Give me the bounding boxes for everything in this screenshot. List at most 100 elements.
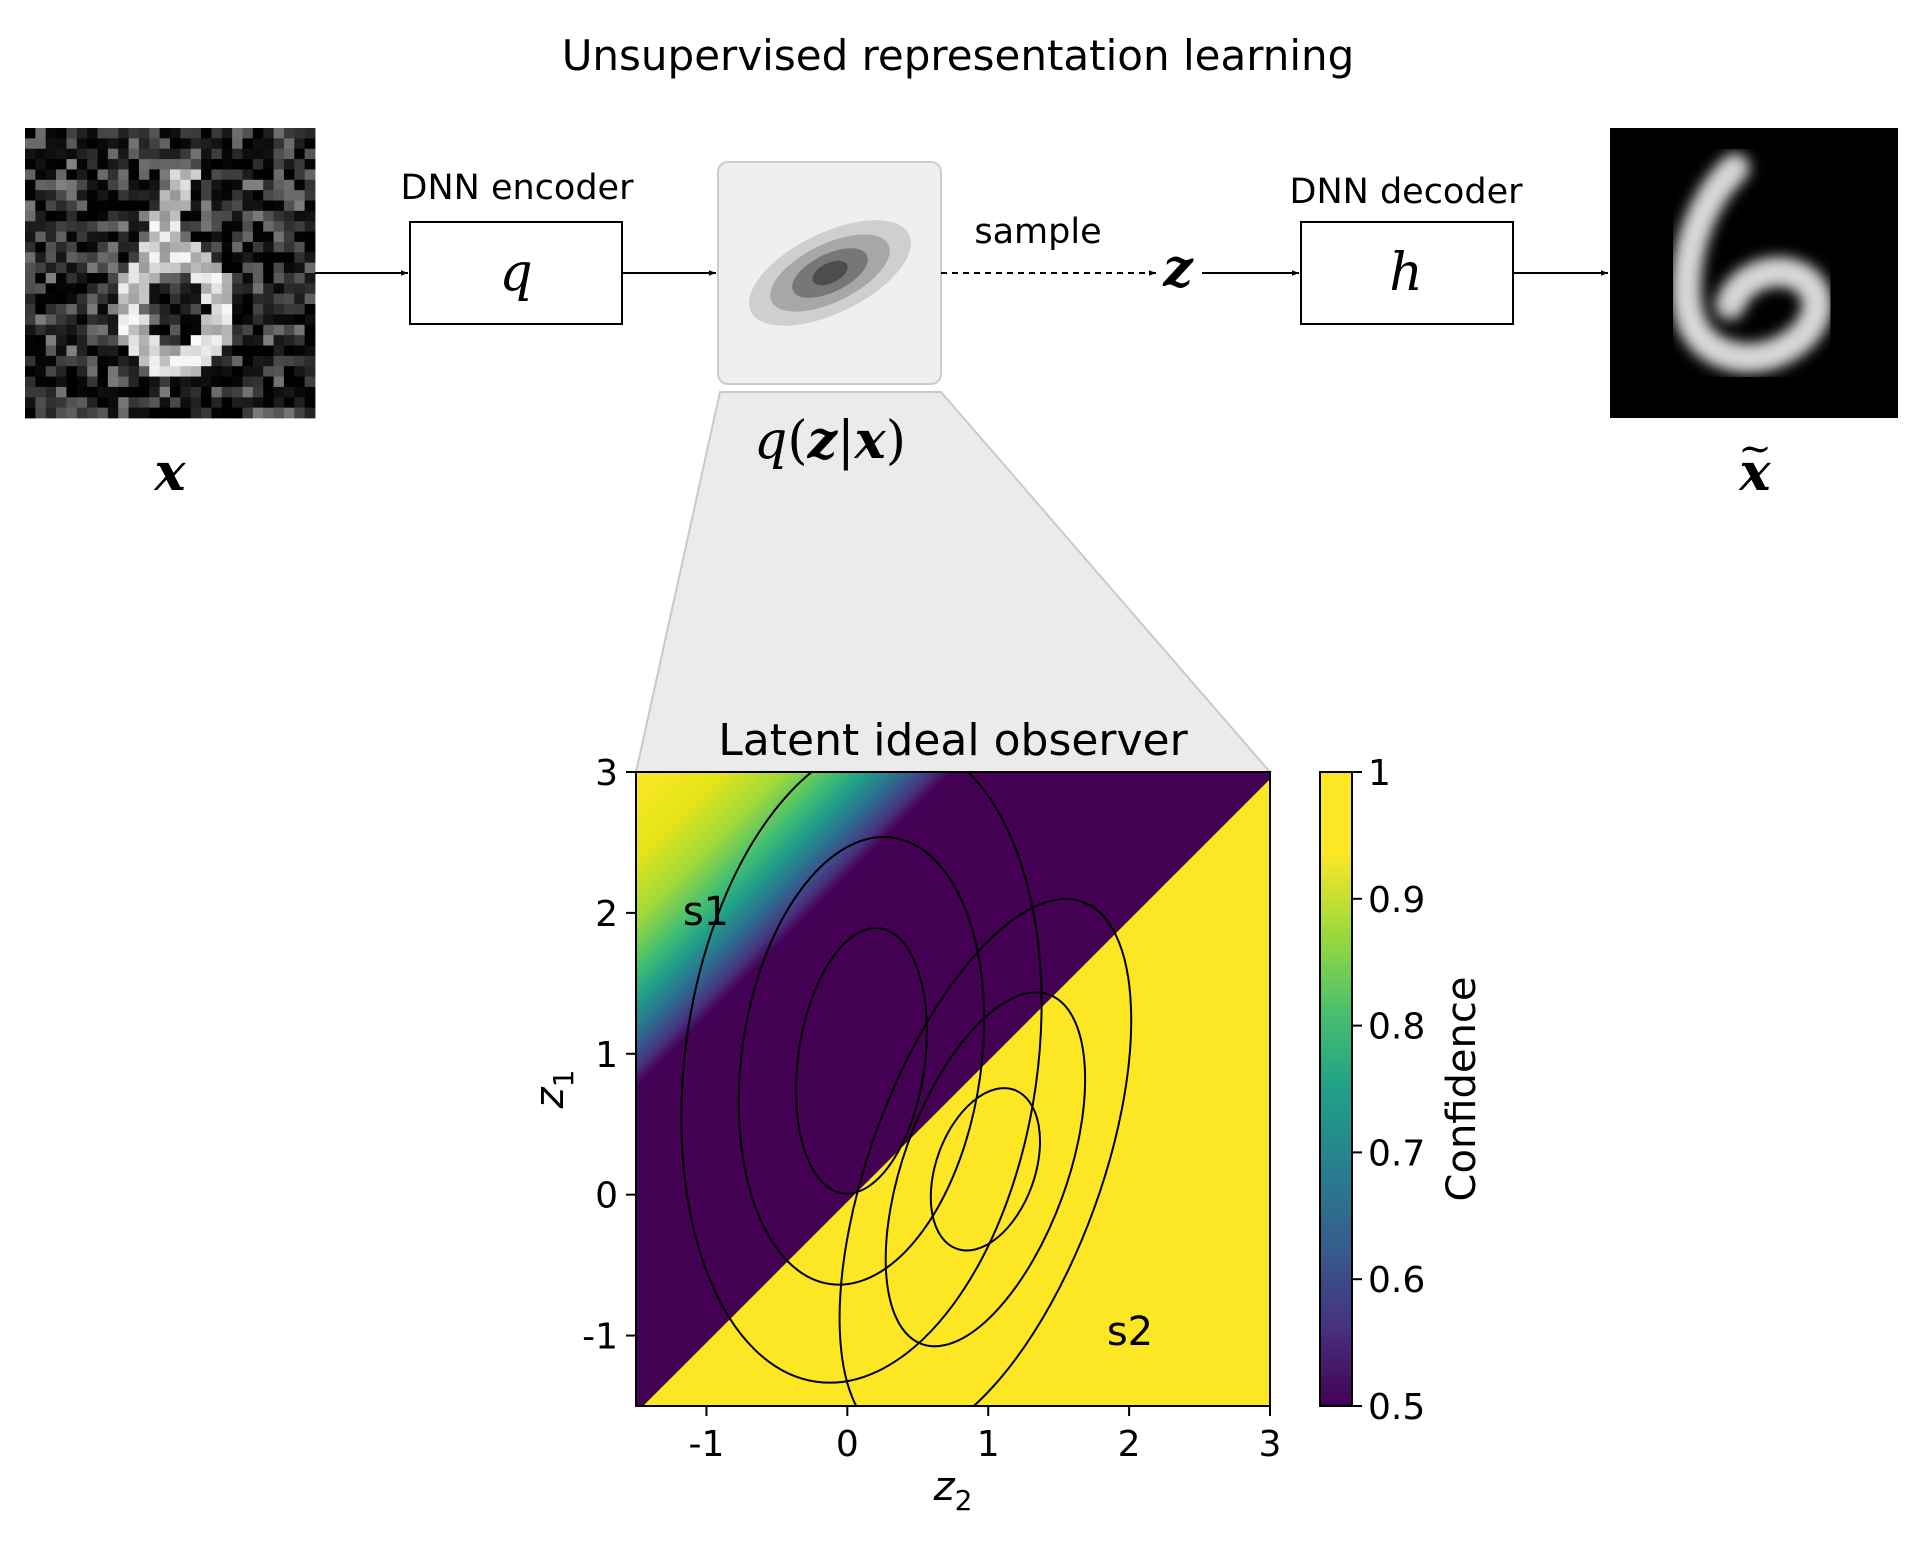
noise-pixel (170, 407, 181, 419)
noise-pixel (273, 210, 285, 222)
noise-pixel (221, 304, 233, 315)
noise-pixel (252, 376, 264, 388)
noise-pixel (45, 273, 57, 284)
noise-pixel (190, 376, 202, 388)
noise-pixel (56, 407, 67, 419)
noise-pixel (190, 262, 202, 274)
noise-pixel (221, 159, 233, 170)
noise-pixel (190, 179, 202, 191)
noise-pixel (159, 304, 171, 315)
noise-pixel (232, 314, 243, 326)
noise-pixel (149, 148, 161, 160)
noise-pixel (118, 345, 129, 357)
noise-pixel (180, 283, 192, 295)
noise-pixel (221, 179, 233, 191)
noise-pixel (35, 376, 47, 388)
noise-pixel (252, 324, 264, 336)
noise-pixel (76, 262, 88, 274)
noise-pixel (107, 273, 119, 284)
noise-pixel (190, 252, 202, 264)
decoder-symbol: h (1389, 243, 1423, 303)
noise-pixel (56, 293, 67, 305)
noise-pixel (221, 200, 233, 212)
noise-pixel (232, 241, 243, 253)
noise-pixel (149, 314, 161, 326)
noise-pixel (45, 262, 57, 274)
noise-pixel (180, 345, 192, 357)
noise-pixel (190, 190, 202, 201)
noise-pixel (201, 148, 212, 160)
noise-pixel (97, 159, 109, 170)
noise-pixel (232, 397, 243, 409)
noise-pixel (25, 128, 36, 139)
noise-pixel (201, 407, 212, 419)
noise-pixel (56, 231, 67, 243)
noise-pixel (221, 221, 233, 232)
noise-pixel (180, 366, 192, 377)
colorbar-tick-label: 0.9 (1368, 880, 1425, 921)
noise-pixel (87, 179, 98, 191)
noise-pixel (190, 128, 202, 139)
noise-pixel (221, 128, 233, 139)
noise-pixel (25, 221, 36, 232)
noise-pixel (149, 262, 161, 274)
noise-pixel (56, 221, 67, 232)
noise-pixel (304, 252, 316, 264)
x-tick-label: 1 (977, 1424, 1000, 1465)
noise-pixel (221, 231, 233, 243)
posterior-paren-close: ) (886, 411, 906, 471)
noise-pixel (56, 190, 67, 201)
noise-pixel (273, 386, 285, 398)
noise-pixel (294, 386, 306, 398)
noise-pixel (180, 138, 192, 150)
noise-pixel (118, 314, 129, 326)
noise-pixel (87, 293, 98, 305)
noise-pixel (232, 190, 243, 201)
noise-pixel (232, 159, 243, 170)
noise-pixel (232, 345, 243, 357)
noise-pixel (221, 335, 233, 346)
noise-pixel (159, 179, 171, 191)
noise-pixel (128, 366, 140, 377)
noise-pixel (128, 231, 140, 243)
noise-pixel (25, 366, 36, 377)
noise-pixel (45, 148, 57, 160)
noise-pixel (201, 221, 212, 232)
noise-pixel (56, 324, 67, 336)
noise-pixel (87, 231, 98, 243)
noise-pixel (45, 283, 57, 295)
noise-pixel (45, 355, 57, 367)
noise-pixel (66, 159, 78, 170)
noise-pixel (66, 397, 78, 409)
noise-pixel (273, 283, 285, 295)
noise-pixel (45, 138, 57, 150)
noise-pixel (294, 335, 306, 346)
noise-pixel (138, 386, 150, 398)
noise-pixel (35, 314, 47, 326)
noise-pixel (159, 335, 171, 346)
noise-pixel (263, 221, 274, 232)
noise-pixel (263, 335, 274, 346)
noise-pixel (304, 262, 316, 274)
noise-pixel (180, 148, 192, 160)
noise-pixel (35, 190, 47, 201)
y-tick-label: 2 (595, 894, 618, 935)
noise-pixel (221, 241, 233, 253)
noise-pixel (221, 262, 233, 274)
noise-pixel (45, 293, 57, 305)
noise-pixel (97, 169, 109, 181)
noise-pixel (56, 169, 67, 181)
noise-pixel (221, 210, 233, 222)
noise-pixel (283, 221, 295, 232)
y-tick-label: 0 (595, 1176, 618, 1217)
noise-pixel (97, 293, 109, 305)
noise-pixel (232, 304, 243, 315)
noise-pixel (25, 231, 36, 243)
noise-pixel (45, 221, 57, 232)
noise-pixel (107, 335, 119, 346)
noise-pixel (263, 314, 274, 326)
noise-pixel (273, 252, 285, 264)
noise-pixel (273, 366, 285, 377)
noise-pixel (138, 128, 150, 139)
noise-pixel (76, 366, 88, 377)
